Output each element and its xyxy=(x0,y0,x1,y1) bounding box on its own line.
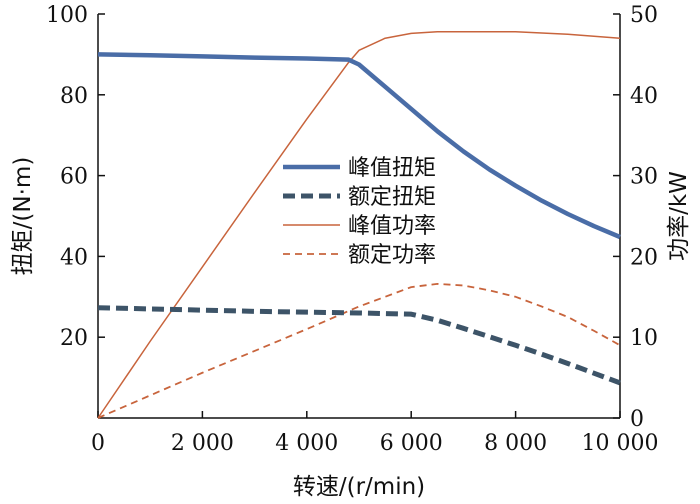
right-y-tick-label: 0 xyxy=(630,407,644,432)
left-y-tick-label: 80 xyxy=(60,84,88,109)
x-tick-label: 4 000 xyxy=(275,431,338,456)
right-y-axis-title: 功率/kW xyxy=(666,171,692,261)
right-y-tick-label: 30 xyxy=(630,165,658,190)
left-y-tick-label: 20 xyxy=(60,326,88,351)
x-tick-label: 0 xyxy=(91,431,105,456)
left-y-tick-label: 40 xyxy=(60,245,88,270)
series-line-2 xyxy=(97,31,621,419)
x-tick-label: 2 000 xyxy=(171,431,234,456)
right-y-tick-label: 40 xyxy=(630,84,658,109)
legend-label-0: 峰值扭矩 xyxy=(348,156,436,181)
plot-area xyxy=(97,14,621,419)
series-layer xyxy=(97,31,621,419)
legend-label-2: 峰值功率 xyxy=(348,214,436,239)
x-axis-title: 转速/(r/min) xyxy=(293,474,425,500)
left-y-axis-title: 扭矩/(N·m) xyxy=(10,157,36,276)
left-y-tick-label: 100 xyxy=(46,3,88,28)
x-tick-label: 10 000 xyxy=(582,431,659,456)
right-y-tick-label: 10 xyxy=(630,326,658,351)
series-line-3 xyxy=(97,282,621,419)
x-tick-label: 6 000 xyxy=(380,431,443,456)
legend-label-1: 额定扭矩 xyxy=(348,185,436,210)
ticks-group: 0 2 000 4 000 6 000 8 000 10 000 20 40 60 80 100 0 1… xyxy=(46,3,658,456)
x-tick-label: 8 000 xyxy=(484,431,547,456)
legend-label-3: 额定功率 xyxy=(348,243,436,268)
series-line-0 xyxy=(97,52,621,240)
series-line-1 xyxy=(97,305,621,386)
left-y-tick-label: 60 xyxy=(60,165,88,190)
right-y-tick-label: 50 xyxy=(630,3,658,28)
right-y-tick-label: 20 xyxy=(630,245,658,270)
